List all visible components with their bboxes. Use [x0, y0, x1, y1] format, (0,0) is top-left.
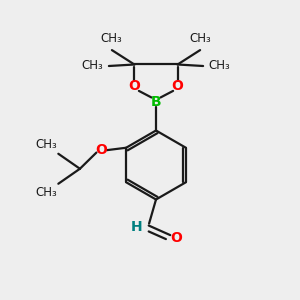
Text: CH₃: CH₃ [100, 32, 122, 45]
Text: O: O [172, 80, 184, 93]
Text: CH₃: CH₃ [208, 59, 230, 73]
Text: CH₃: CH₃ [35, 186, 57, 199]
Text: B: B [151, 95, 161, 109]
Text: CH₃: CH₃ [35, 138, 57, 151]
Text: CH₃: CH₃ [190, 32, 212, 45]
Text: CH₃: CH₃ [82, 59, 104, 73]
Text: O: O [128, 80, 140, 93]
Text: O: O [170, 231, 182, 244]
Text: H: H [130, 220, 142, 234]
Text: O: O [96, 143, 107, 157]
